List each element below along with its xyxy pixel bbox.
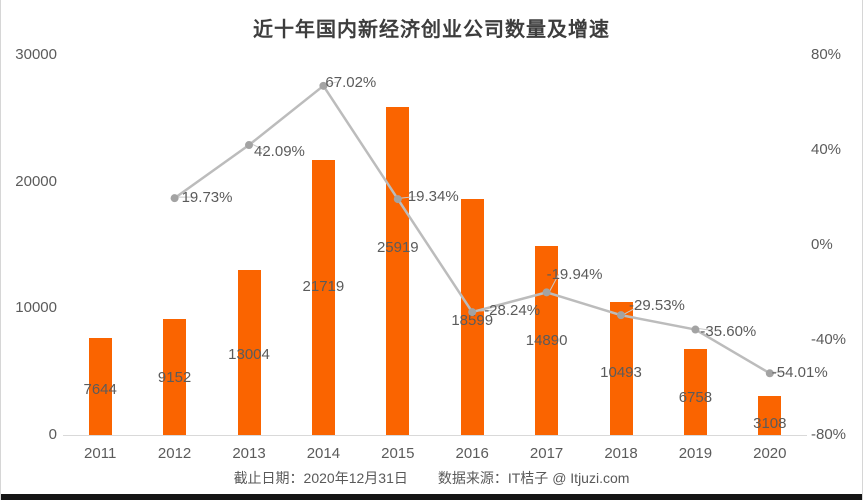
- x-axis-label-2015: 2015: [381, 445, 415, 462]
- y-axis-tick-left: 20000: [15, 172, 57, 190]
- bar-value-label: 10493: [600, 363, 642, 381]
- chart-title: 近十年国内新经济创业公司数量及增速: [253, 19, 610, 41]
- growth-label-2012: 19.73%: [181, 189, 233, 207]
- footer-cutoff-date: 截止日期：2020年12月31日: [233, 470, 408, 486]
- bar-2014: [311, 159, 335, 435]
- bar-value-label: 13004: [228, 345, 270, 363]
- bar-value-label: 7644: [83, 380, 117, 398]
- y-axis-tick-left: 30000: [15, 46, 57, 63]
- x-axis-label-2019: 2019: [678, 445, 713, 462]
- y-axis-tick-left: 0: [48, 426, 57, 443]
- x-axis-label-2012: 2012: [157, 445, 192, 462]
- x-axis-line: [63, 435, 807, 436]
- bar-value-label: 9152: [157, 369, 192, 387]
- x-axis-label-2013: 2013: [232, 445, 266, 462]
- bottom-bar: [1, 494, 862, 500]
- growth-label-2017: -19.94%: [546, 266, 603, 284]
- x-axis-label-2018: 2018: [604, 445, 638, 462]
- growth-point-2019: [691, 325, 700, 334]
- footer-data-source: 数据来源：IT桔子 @ Itjuzi.com: [437, 470, 630, 486]
- bar-value-label: 14890: [525, 331, 568, 349]
- growth-point-2013: [245, 141, 253, 150]
- growth-point-2012: [170, 194, 179, 203]
- growth-label-2013: 42.09%: [254, 143, 305, 161]
- growth-label-2018: -29.53%: [629, 297, 685, 315]
- bar-2015: [386, 106, 410, 435]
- growth-label-2014: 67.02%: [325, 73, 377, 91]
- y-axis-tick-left: 10000: [15, 299, 57, 317]
- bar-value-label: 25919: [376, 238, 419, 256]
- bar-value-label: 3108: [753, 415, 787, 433]
- y-axis-tick-right: 80%: [811, 46, 842, 63]
- x-axis-label-2014: 2014: [306, 445, 341, 462]
- growth-label-2019: -35.60%: [700, 322, 757, 340]
- bar-2020: [758, 395, 782, 435]
- x-axis-label-2016: 2016: [455, 445, 489, 462]
- x-axis-label-2020: 2020: [753, 445, 787, 462]
- bar-2011: [88, 338, 112, 435]
- y-axis-tick-right: -80%: [811, 426, 847, 443]
- chart-footer: 截止日期：2020年12月31日 数据来源：IT桔子 @ Itjuzi.com: [1, 468, 862, 488]
- y-axis-tick-right: 0%: [811, 236, 833, 253]
- bar-value-label: 21719: [302, 278, 345, 296]
- growth-label-2015: 19.34%: [407, 188, 459, 206]
- growth-label-2020: -54.01%: [771, 364, 828, 382]
- growth-label-2016: -28.24%: [484, 302, 541, 320]
- y-axis-tick-right: 40%: [811, 141, 842, 158]
- y-axis-tick-right: -40%: [811, 331, 847, 348]
- bar-value-label: 6758: [678, 389, 713, 407]
- x-axis-label-2011: 2011: [84, 445, 117, 462]
- x-axis-label-2017: 2017: [529, 445, 564, 462]
